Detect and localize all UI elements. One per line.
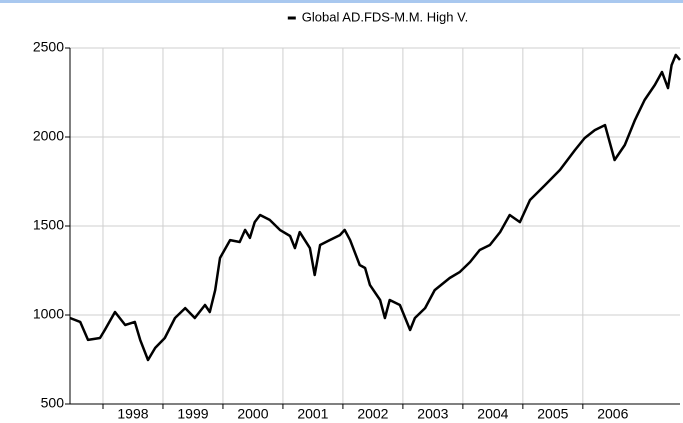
x-tick-label: 2004 <box>477 406 508 422</box>
legend-label: Global AD.FDS-M.M. High V. <box>302 9 468 24</box>
x-tick-label: 2001 <box>297 406 328 422</box>
x-tick-label: 1999 <box>177 406 208 422</box>
y-tick-label: 1000 <box>33 306 64 322</box>
y-tick-label: 2500 <box>33 39 64 55</box>
y-tick-label: 1500 <box>33 217 64 233</box>
y-tick-label: 500 <box>41 395 65 411</box>
line-series <box>69 53 681 362</box>
y-tick-label: 2000 <box>33 128 64 144</box>
x-tick-label: 2005 <box>537 406 568 422</box>
x-tick-label: 2003 <box>417 406 448 422</box>
x-tick-label: 2006 <box>597 406 628 422</box>
x-tick-label: 2002 <box>357 406 388 422</box>
x-tick-label: 1998 <box>117 406 148 422</box>
x-tick-label: 2000 <box>237 406 268 422</box>
